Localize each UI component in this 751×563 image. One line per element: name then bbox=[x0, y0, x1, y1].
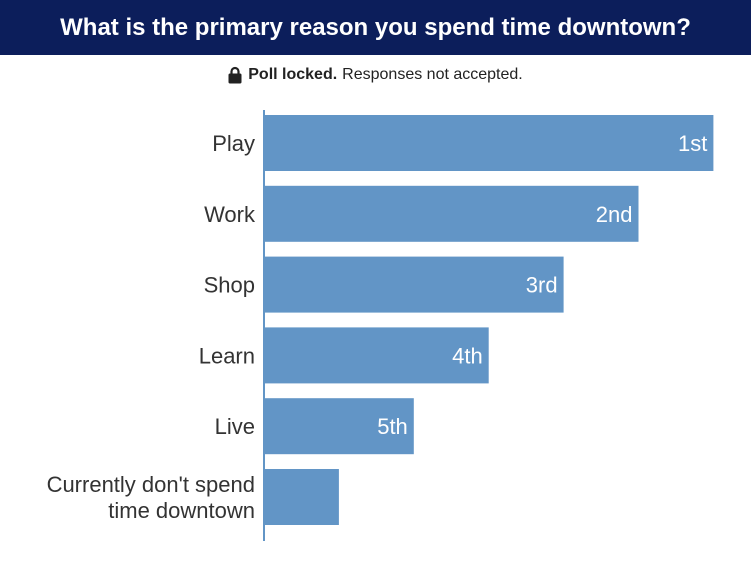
bar-0 bbox=[264, 115, 714, 171]
bar-rank-label: 4th bbox=[452, 343, 483, 368]
bar-1 bbox=[264, 185, 639, 242]
category-label: Currently don't spend time downtown bbox=[47, 472, 255, 523]
bar-3 bbox=[264, 327, 489, 384]
poll-locked-label: Poll locked. bbox=[248, 66, 338, 83]
chart-title: What is the primary reason you spend tim… bbox=[60, 13, 691, 41]
bar-rank-label: 5th bbox=[377, 414, 408, 439]
poll-status: Poll locked. Responses not accepted. bbox=[0, 62, 751, 88]
chart-header: What is the primary reason you spend tim… bbox=[0, 0, 751, 55]
category-label: Learn bbox=[199, 343, 255, 368]
bar-5 bbox=[264, 469, 339, 525]
category-label: Play bbox=[212, 131, 255, 156]
bar-4 bbox=[264, 398, 414, 455]
category-label: Work bbox=[204, 202, 256, 227]
category-label: Live bbox=[215, 414, 255, 439]
category-label: Shop bbox=[204, 273, 255, 298]
bar-rank-label: 3rd bbox=[526, 273, 558, 298]
lock-icon bbox=[228, 66, 242, 84]
bar-rank-label: 1st bbox=[678, 131, 707, 156]
bar-rank-label: 2nd bbox=[596, 202, 633, 227]
bar-2 bbox=[264, 256, 564, 313]
poll-status-text: Responses not accepted. bbox=[342, 66, 523, 83]
